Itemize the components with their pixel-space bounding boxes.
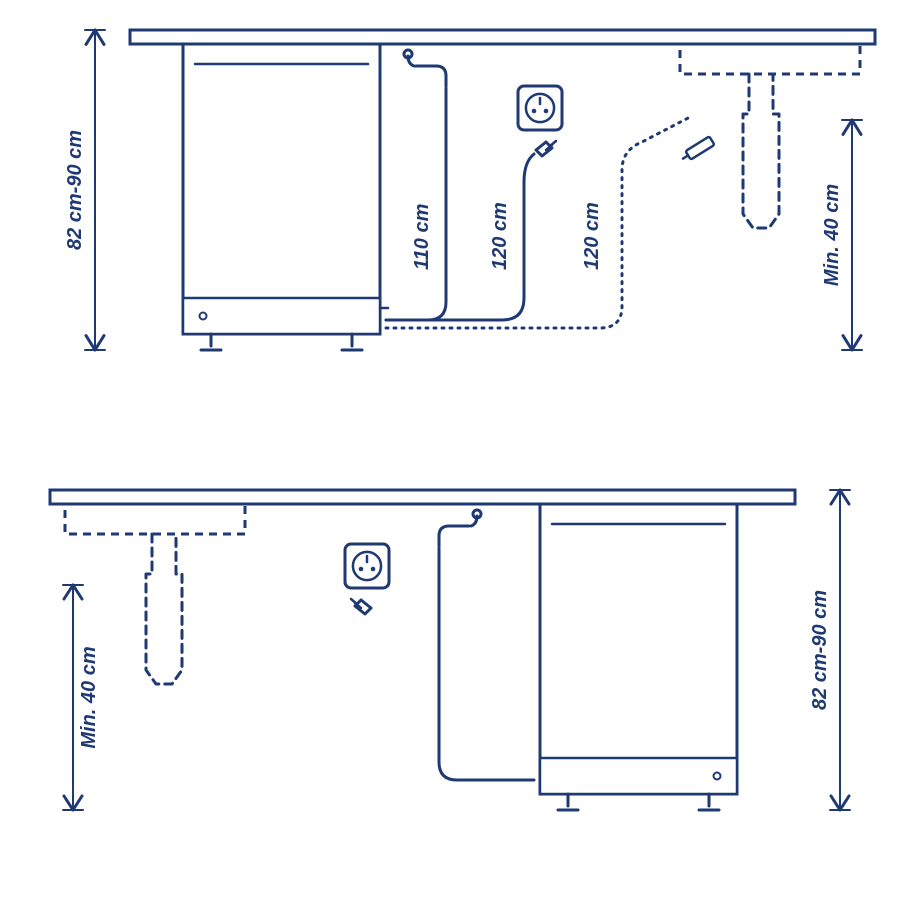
installation-diagram: 82 cm-90 cm Min. 40 cm 110 cm 120 cm 120 cm 8… bbox=[0, 0, 900, 900]
dimension-label: 82 cm-90 cm bbox=[64, 130, 86, 250]
dimension-label: 82 cm-90 cm bbox=[809, 590, 831, 710]
dimension-label: Min. 40 cm bbox=[821, 184, 843, 286]
label-water-top: 110 cm bbox=[411, 204, 433, 270]
dimension-label: Min. 40 cm bbox=[78, 646, 100, 748]
label-drain-top: 120 cm bbox=[581, 202, 603, 270]
label-power-top: 120 cm bbox=[489, 202, 511, 270]
